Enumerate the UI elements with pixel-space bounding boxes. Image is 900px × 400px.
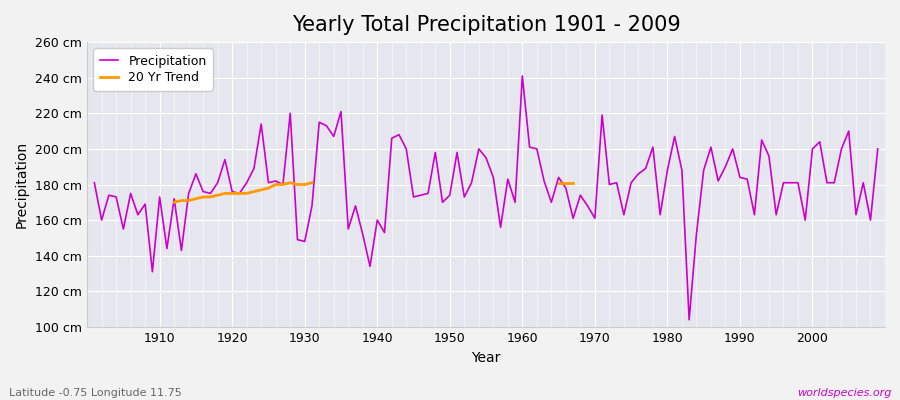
- 20 Yr Trend: [234, 191, 245, 196]
- 20 Yr Trend: [227, 191, 238, 196]
- Line: Precipitation: Precipitation: [94, 76, 878, 320]
- Precipitation: [524, 145, 535, 150]
- 20 Yr Trend: [212, 193, 223, 198]
- Precipitation: [872, 146, 883, 151]
- Precipitation: [611, 180, 622, 185]
- 20 Yr Trend: [248, 189, 259, 194]
- 20 Yr Trend: [198, 194, 209, 199]
- Precipitation: [517, 74, 527, 78]
- Text: worldspecies.org: worldspecies.org: [796, 388, 891, 398]
- Y-axis label: Precipitation: Precipitation: [15, 141, 29, 228]
- 20 Yr Trend: [284, 180, 295, 185]
- Precipitation: [307, 204, 318, 208]
- 20 Yr Trend: [205, 194, 216, 199]
- X-axis label: Year: Year: [472, 351, 500, 365]
- 20 Yr Trend: [300, 182, 310, 187]
- 20 Yr Trend: [277, 182, 288, 187]
- 20 Yr Trend: [292, 182, 303, 187]
- Text: Latitude -0.75 Longitude 11.75: Latitude -0.75 Longitude 11.75: [9, 388, 182, 398]
- Precipitation: [684, 317, 695, 322]
- Precipitation: [89, 180, 100, 185]
- 20 Yr Trend: [263, 186, 274, 190]
- 20 Yr Trend: [191, 196, 202, 201]
- 20 Yr Trend: [176, 198, 187, 203]
- Precipitation: [509, 200, 520, 205]
- 20 Yr Trend: [169, 200, 180, 205]
- 20 Yr Trend: [307, 180, 318, 185]
- Legend: Precipitation, 20 Yr Trend: Precipitation, 20 Yr Trend: [94, 48, 213, 91]
- 20 Yr Trend: [220, 191, 230, 196]
- 20 Yr Trend: [270, 182, 281, 187]
- 20 Yr Trend: [184, 198, 194, 203]
- Title: Yearly Total Precipitation 1901 - 2009: Yearly Total Precipitation 1901 - 2009: [292, 15, 680, 35]
- 20 Yr Trend: [256, 188, 266, 192]
- 20 Yr Trend: [241, 191, 252, 196]
- Precipitation: [350, 204, 361, 208]
- Precipitation: [147, 269, 158, 274]
- Line: 20 Yr Trend: 20 Yr Trend: [175, 183, 312, 202]
